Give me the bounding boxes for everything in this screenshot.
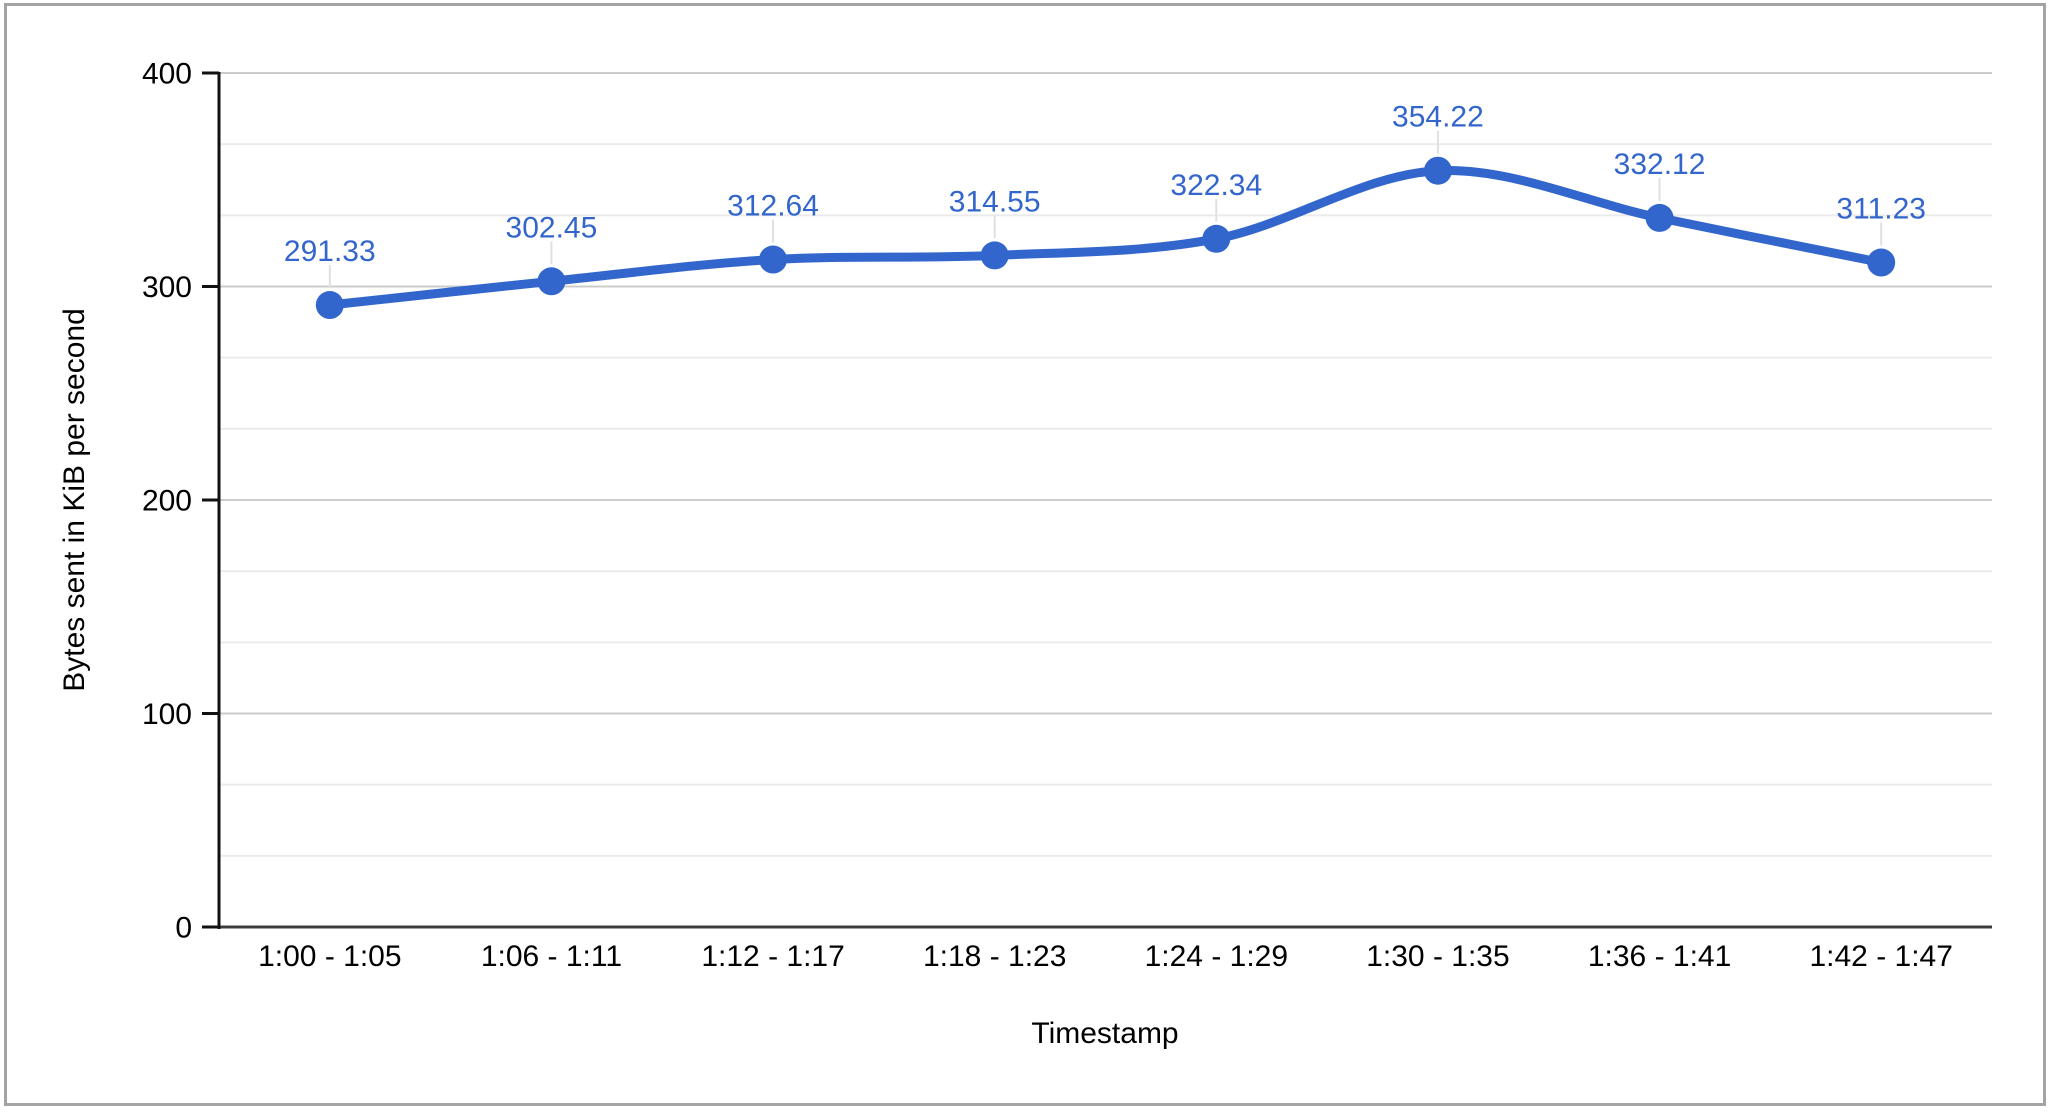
data-point[interactable] xyxy=(537,267,566,296)
axis-layer xyxy=(202,71,1992,929)
chart-outer-border xyxy=(4,3,2046,1106)
data-point[interactable] xyxy=(980,241,1009,270)
y-tick-label: 200 xyxy=(142,485,192,518)
series-line xyxy=(325,166,1886,310)
x-category-label: 1:18 - 1:23 xyxy=(923,940,1066,973)
data-value-label: 312.64 xyxy=(727,190,819,223)
data-value-label: 332.12 xyxy=(1614,148,1706,181)
y-axis-title: Bytes sent in KiB per second xyxy=(58,308,91,692)
y-tick-label: 100 xyxy=(142,698,192,731)
x-category-label: 1:12 - 1:17 xyxy=(701,940,844,973)
data-point[interactable] xyxy=(1423,156,1452,185)
data-point[interactable] xyxy=(1867,248,1896,277)
x-category-label: 1:24 - 1:29 xyxy=(1145,940,1288,973)
data-point[interactable] xyxy=(1202,224,1231,253)
data-value-label: 322.34 xyxy=(1170,169,1262,202)
y-tick-label: 300 xyxy=(142,271,192,304)
data-value-label: 291.33 xyxy=(284,235,376,268)
data-value-label: 354.22 xyxy=(1392,101,1484,134)
x-category-label: 1:06 - 1:11 xyxy=(481,940,622,973)
data-value-label: 302.45 xyxy=(506,211,598,244)
y-tick-label: 0 xyxy=(175,912,192,945)
x-axis-title: Timestamp xyxy=(1031,1017,1178,1050)
data-value-label: 314.55 xyxy=(949,185,1041,218)
label-layer: 0 100 200 300 400 1:00 - 1:05 1:06 - 1:11 1:12 … xyxy=(142,58,1953,974)
data-value-label: 311.23 xyxy=(1836,193,1926,226)
data-point[interactable] xyxy=(1645,203,1674,232)
x-category-label: 1:30 - 1:35 xyxy=(1366,940,1509,973)
x-category-label: 1:42 - 1:47 xyxy=(1809,940,1952,973)
y-tick-label: 400 xyxy=(142,58,192,91)
x-category-label: 1:00 - 1:05 xyxy=(258,940,401,973)
data-point[interactable] xyxy=(315,291,344,320)
series-layer xyxy=(315,130,1896,320)
x-category-label: 1:36 - 1:41 xyxy=(1588,940,1731,973)
gridline-layer xyxy=(219,72,1992,857)
data-point[interactable] xyxy=(759,245,788,274)
